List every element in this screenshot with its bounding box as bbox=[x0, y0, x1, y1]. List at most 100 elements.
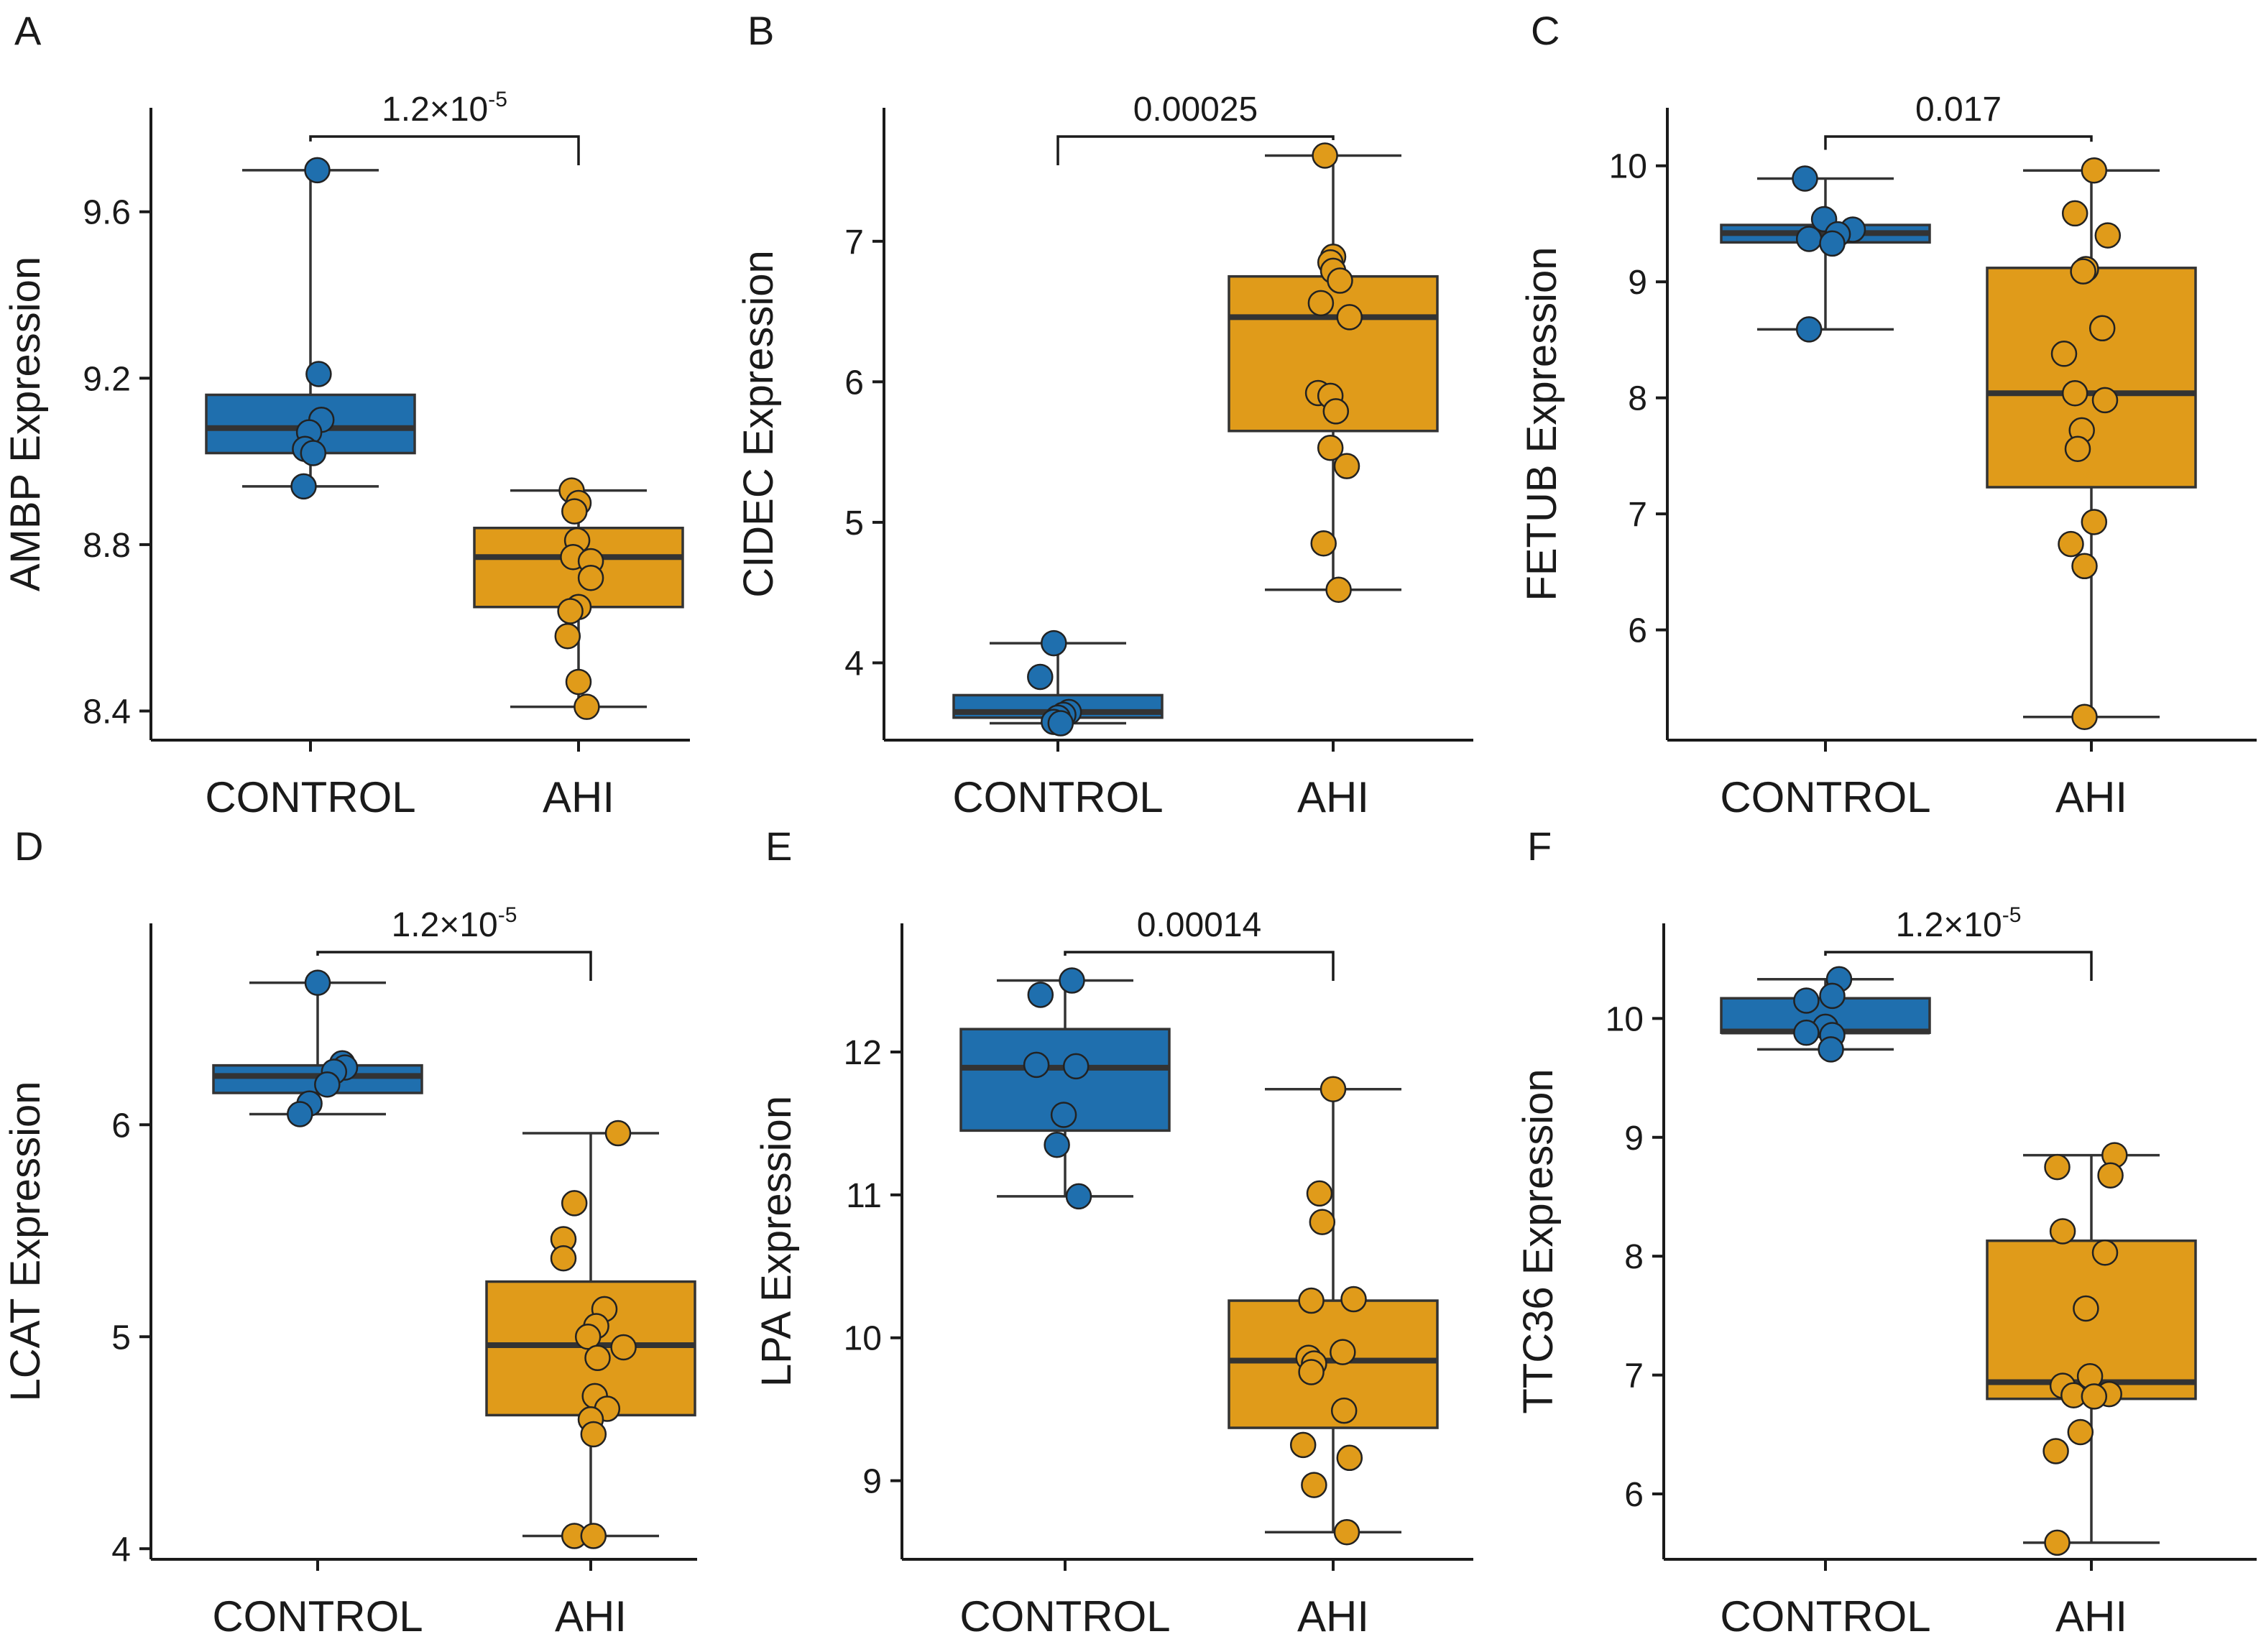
series-ahi bbox=[1228, 1076, 1439, 1546]
data-point bbox=[1819, 982, 1846, 1010]
data-point bbox=[1044, 1132, 1070, 1158]
data-point bbox=[580, 1421, 607, 1448]
data-point bbox=[304, 969, 331, 996]
y-tick-label: 9.6 bbox=[83, 194, 131, 232]
x-tick-label-control: CONTROL bbox=[205, 773, 415, 821]
data-point bbox=[2050, 341, 2078, 367]
data-point bbox=[2042, 1438, 2069, 1464]
y-tick-label: 9 bbox=[862, 1463, 882, 1501]
series-ahi bbox=[473, 477, 684, 720]
y-tick-label: 8 bbox=[1624, 1238, 1644, 1276]
y-tick-label: 6 bbox=[1624, 1476, 1644, 1514]
significance-bracket bbox=[1064, 951, 1335, 981]
series-control bbox=[1720, 966, 1931, 1063]
series-control bbox=[959, 967, 1171, 1210]
data-point bbox=[1023, 1051, 1050, 1079]
data-point bbox=[2073, 1295, 2099, 1322]
y-tick-label: 7 bbox=[844, 223, 864, 262]
series-ahi bbox=[1228, 142, 1439, 604]
data-point bbox=[305, 361, 332, 387]
data-point bbox=[2081, 157, 2108, 184]
data-point bbox=[2067, 1418, 2094, 1446]
y-tick-label: 9 bbox=[1628, 264, 1647, 302]
data-point bbox=[2091, 387, 2119, 414]
data-point bbox=[1310, 530, 1337, 557]
y-tick-label: 7 bbox=[1624, 1357, 1644, 1395]
panel-letter: D bbox=[14, 823, 43, 869]
data-point bbox=[1818, 1036, 1844, 1063]
p-value-label: 0.00014 bbox=[1137, 906, 1262, 944]
data-point bbox=[1793, 1019, 1820, 1046]
y-axis-title: LCAT Expression bbox=[2, 1081, 49, 1402]
series-ahi bbox=[1986, 157, 2197, 730]
series-control bbox=[952, 629, 1164, 737]
data-point bbox=[1301, 1472, 1327, 1498]
data-point bbox=[1819, 230, 1846, 257]
series-control bbox=[205, 157, 416, 500]
significance-bracket bbox=[309, 135, 580, 165]
data-point bbox=[580, 1523, 607, 1549]
y-axis-title: CIDEC Expression bbox=[735, 250, 782, 597]
data-point bbox=[2064, 435, 2091, 462]
x-tick-label-control: CONTROL bbox=[959, 1592, 1170, 1641]
data-point bbox=[314, 1071, 341, 1098]
series-ahi bbox=[1986, 1142, 2197, 1556]
data-point bbox=[2071, 703, 2098, 730]
data-point bbox=[1795, 316, 1823, 343]
data-point bbox=[2081, 509, 2108, 535]
data-point bbox=[1065, 1183, 1092, 1210]
data-point bbox=[1333, 1518, 1360, 1546]
x-tick-label-ahi: AHI bbox=[543, 773, 614, 821]
data-point bbox=[2097, 1162, 2124, 1189]
y-tick-label: 6 bbox=[111, 1107, 131, 1145]
data-point bbox=[2070, 258, 2096, 285]
data-point bbox=[2088, 315, 2116, 342]
panel-letter: C bbox=[1531, 8, 1560, 53]
data-point bbox=[1792, 165, 1818, 192]
data-point bbox=[1047, 710, 1074, 737]
x-tick-label-control: CONTROL bbox=[1720, 773, 1930, 821]
data-point bbox=[1317, 434, 1344, 461]
data-point bbox=[2044, 1529, 2071, 1556]
p-value-label: 0.00025 bbox=[1133, 91, 1258, 129]
x-tick-label-ahi: AHI bbox=[1297, 1592, 1369, 1641]
data-point bbox=[1325, 576, 1352, 604]
data-point bbox=[1330, 1397, 1358, 1424]
data-point bbox=[604, 1120, 632, 1147]
data-point bbox=[1289, 1431, 1317, 1459]
series-control bbox=[1720, 165, 1931, 343]
data-point bbox=[2061, 379, 2088, 407]
data-point bbox=[574, 1324, 602, 1350]
data-point bbox=[2058, 530, 2084, 558]
data-point bbox=[2049, 1218, 2076, 1245]
y-tick-label: 5 bbox=[111, 1319, 131, 1357]
significance-bracket bbox=[1056, 135, 1335, 165]
data-point bbox=[1307, 290, 1335, 317]
data-point bbox=[2044, 1153, 2071, 1181]
panel-letter: B bbox=[747, 8, 774, 53]
p-value-label: 1.2×10-5 bbox=[392, 903, 517, 944]
y-tick-label: 4 bbox=[111, 1531, 131, 1569]
panel-letter: A bbox=[14, 8, 42, 53]
y-axis-title: FETUB Expression bbox=[1519, 246, 1565, 601]
data-point bbox=[574, 693, 600, 720]
y-tick-label: 5 bbox=[844, 504, 864, 543]
data-point bbox=[550, 1245, 577, 1272]
data-point bbox=[1793, 987, 1820, 1014]
data-point bbox=[2061, 200, 2088, 227]
data-point bbox=[290, 473, 317, 500]
y-tick-label: 4 bbox=[844, 645, 864, 683]
panel-e: E 9 10 11 12 LPA Expression CONTROL AHI 0.00014 bbox=[753, 823, 1473, 1641]
data-point bbox=[565, 668, 592, 696]
panel-f: F 6 7 8 9 10 TTC36 Expression CONTROL AHI 1.2×10-… bbox=[1515, 823, 2257, 1641]
data-point bbox=[1306, 1180, 1333, 1207]
data-point bbox=[2091, 1239, 2119, 1266]
x-tick-label-ahi: AHI bbox=[2055, 773, 2127, 821]
p-value-label: 1.2×10-5 bbox=[382, 88, 507, 129]
y-tick-label: 10 bbox=[1609, 148, 1647, 186]
data-point bbox=[1330, 1339, 1356, 1365]
data-point bbox=[1312, 142, 1338, 169]
data-point bbox=[584, 1344, 611, 1371]
data-point bbox=[610, 1334, 637, 1361]
y-tick-label: 7 bbox=[1628, 496, 1647, 534]
